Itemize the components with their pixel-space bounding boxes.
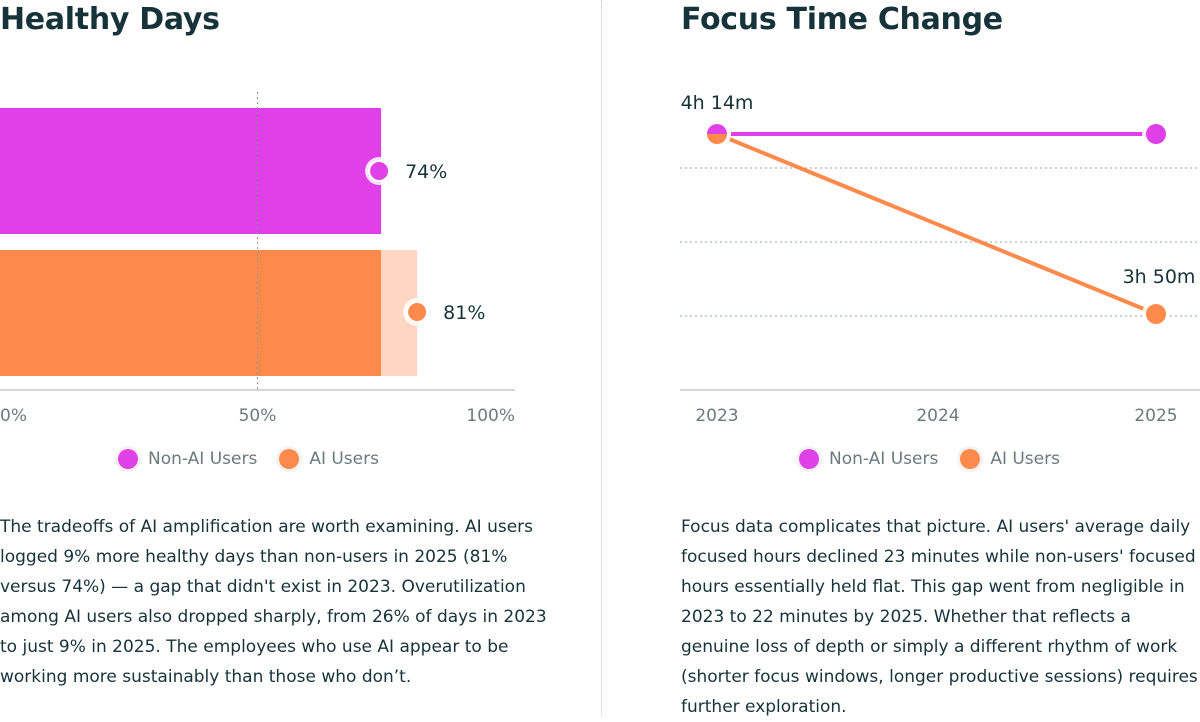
value-marker-0 [368,160,391,182]
value-label-1: 81% [443,302,485,324]
series-line-1 [715,132,1158,316]
focus-time-chart: 4h 14m 3h 50m 2023 2024 2025 [680,92,1200,426]
legend-label-non-ai: Non-AI Users [148,449,258,469]
x-tick-0: 0% [0,406,27,426]
legend-label-ai: AI Users [309,449,379,469]
healthy-days-chart: 74% 81% 0% 50% 100% [0,92,515,426]
point-label-0: 4h 14m [681,92,754,114]
x-tick-2-2: 2025 [1134,406,1177,426]
bar-1 [0,250,382,376]
legend-item-non-ai: Non-AI Users [118,449,257,469]
bar-0 [0,108,382,234]
healthy-days-description: The tradeoffs of AI amplification are wo… [0,517,547,687]
value-marker-1 [406,301,429,323]
legend-swatch-non-ai-2 [799,449,819,469]
point-0-1 [1146,124,1166,144]
x-tick-2: 100% [466,406,515,426]
column-divider [601,0,602,716]
value-label-0: 74% [405,161,447,183]
legend-item-non-ai-2: Non-AI Users [799,449,938,469]
x-tick-2-1: 2024 [916,406,959,426]
point-bottom-half-0 [707,134,727,144]
point-top-half-0 [707,124,727,134]
focus-time-description: Focus data complicates that picture. AI … [681,517,1198,717]
point-1-1 [1146,304,1166,324]
legend-item-ai: AI Users [279,449,379,469]
legend-label-ai-2: AI Users [990,449,1060,469]
legend-swatch-non-ai [118,449,138,469]
focus-time-title: Focus Time Change [681,2,1003,37]
legend-swatch-ai [279,449,300,469]
point-label-1: 3h 50m [1123,266,1196,288]
x-tick-1: 50% [239,406,277,426]
legend-item-ai-2: AI Users [960,449,1060,469]
healthy-days-title: Healthy Days [0,2,220,37]
legend-swatch-ai-2 [960,449,981,469]
legend-label-non-ai-2: Non-AI Users [829,449,939,469]
focus-time-legend: Non-AI Users AI Users [799,449,1082,469]
x-tick-2-0: 2023 [695,406,738,426]
healthy-days-legend: Non-AI Users AI Users [118,449,401,469]
